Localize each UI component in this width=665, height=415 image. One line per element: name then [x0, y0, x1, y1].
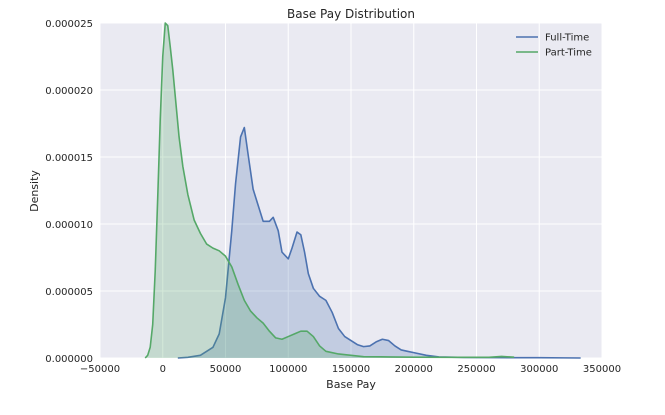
x-tick-label: 100000: [269, 364, 307, 375]
y-axis-ticks: 0.000000 0.000005 0.000010 0.000015 0.000020…: [45, 19, 93, 365]
x-axis-title: Base Pay: [326, 378, 376, 391]
legend: Full-Time Part-Time: [516, 33, 592, 59]
x-tick-label: 250000: [457, 364, 495, 375]
y-tick-label: 0.000025: [45, 19, 93, 30]
legend-label-full-time: Full-Time: [545, 33, 589, 44]
series-layer: [144, 22, 581, 359]
y-tick-label: 0.000015: [45, 153, 93, 164]
x-tick-label: 200000: [395, 364, 433, 375]
chart-title: Base Pay Distribution: [287, 7, 415, 21]
x-tick-label: 350000: [583, 364, 621, 375]
y-tick-label: 0.000020: [45, 86, 93, 97]
x-tick-label: 0: [160, 364, 166, 375]
legend-label-part-time: Part-Time: [545, 48, 592, 59]
x-axis-ticks: −50000 0 50000 100000 150000 200000 250000 3000…: [80, 364, 621, 375]
y-tick-label: 0.000000: [45, 354, 93, 365]
y-axis-title: Density: [28, 170, 41, 212]
x-tick-label: 300000: [520, 364, 558, 375]
y-tick-label: 0.000010: [45, 220, 93, 231]
x-tick-label: 50000: [210, 364, 242, 375]
series-area-part-time: [145, 23, 515, 358]
series-line-part-time: [144, 22, 515, 359]
x-tick-label: 150000: [332, 364, 370, 375]
y-tick-label: 0.000005: [45, 287, 93, 298]
series-area-full-time: [177, 127, 581, 359]
x-tick-label: −50000: [80, 364, 120, 375]
series-line-full-time: [177, 126, 581, 359]
